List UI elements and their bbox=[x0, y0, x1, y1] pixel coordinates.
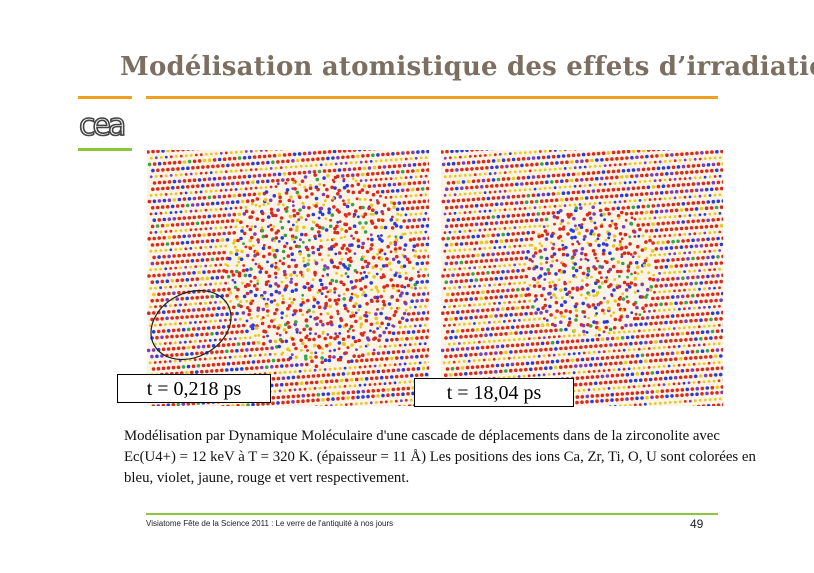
orange-rule-main bbox=[146, 96, 718, 99]
simulation-image-right bbox=[441, 150, 723, 406]
cea-logo-text: cea bbox=[79, 108, 124, 142]
simulation-image-left bbox=[147, 150, 429, 406]
atom-lattice bbox=[147, 150, 429, 406]
page-number: 49 bbox=[690, 517, 704, 531]
highlight-ellipse bbox=[150, 289, 232, 361]
green-rule-left bbox=[78, 148, 132, 151]
atom-lattice bbox=[441, 150, 723, 406]
time-label-left: t = 0,218 ps bbox=[117, 374, 271, 403]
cea-logo: cea bbox=[78, 107, 134, 144]
orange-rule-left bbox=[78, 96, 132, 99]
figure-caption: Modélisation par Dynamique Moléculaire d… bbox=[124, 428, 756, 486]
time-label-right: t = 18,04 ps bbox=[414, 378, 574, 407]
slide-title: Modélisation atomistique des effets d’ir… bbox=[120, 52, 814, 82]
footer-rule bbox=[146, 513, 718, 515]
footer-text: Visiatome Fête de la Science 2011 : Le v… bbox=[146, 519, 394, 528]
